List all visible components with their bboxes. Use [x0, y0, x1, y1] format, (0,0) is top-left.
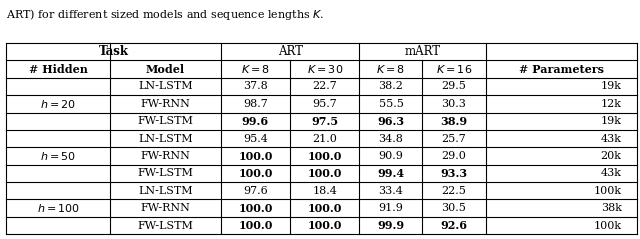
Text: 38k: 38k: [601, 203, 621, 213]
Text: 100.0: 100.0: [238, 151, 273, 162]
Text: FW-RNN: FW-RNN: [141, 99, 191, 109]
Text: ART) for different sized models and sequence lengths $K$.: ART) for different sized models and sequ…: [6, 7, 324, 22]
Text: 25.7: 25.7: [442, 134, 467, 144]
Text: 19k: 19k: [601, 116, 621, 126]
Text: 12k: 12k: [601, 99, 621, 109]
Text: 95.4: 95.4: [243, 134, 268, 144]
Text: $h = 20$: $h = 20$: [40, 98, 76, 110]
Text: 29.5: 29.5: [442, 81, 467, 92]
Text: 100.0: 100.0: [238, 220, 273, 231]
Text: 18.4: 18.4: [312, 186, 337, 196]
Text: 100.0: 100.0: [308, 203, 342, 214]
Text: FW-LSTM: FW-LSTM: [138, 168, 193, 178]
Text: Model: Model: [146, 64, 185, 75]
Text: 55.5: 55.5: [378, 99, 403, 109]
Text: 90.9: 90.9: [378, 151, 403, 161]
Text: mART: mART: [404, 45, 440, 58]
Text: $h = 50$: $h = 50$: [40, 150, 76, 162]
Text: $h = 100$: $h = 100$: [37, 202, 80, 214]
Text: 22.5: 22.5: [442, 186, 467, 196]
Text: FW-LSTM: FW-LSTM: [138, 221, 193, 231]
Text: FW-LSTM: FW-LSTM: [138, 116, 193, 126]
Text: 100.0: 100.0: [238, 203, 273, 214]
Text: LN-LSTM: LN-LSTM: [138, 134, 193, 144]
Text: 21.0: 21.0: [312, 134, 337, 144]
Text: 97.6: 97.6: [243, 186, 268, 196]
Text: 38.9: 38.9: [440, 116, 468, 127]
Text: 97.5: 97.5: [311, 116, 339, 127]
Text: 100.0: 100.0: [308, 168, 342, 179]
Text: # Hidden: # Hidden: [29, 64, 88, 75]
Text: 93.3: 93.3: [440, 168, 468, 179]
Text: 33.4: 33.4: [378, 186, 403, 196]
Text: 38.2: 38.2: [378, 81, 403, 92]
Text: 100.0: 100.0: [238, 168, 273, 179]
Text: 43k: 43k: [601, 168, 621, 178]
Text: 34.8: 34.8: [378, 134, 403, 144]
Text: 20k: 20k: [601, 151, 621, 161]
Text: 29.0: 29.0: [442, 151, 467, 161]
Text: FW-RNN: FW-RNN: [141, 151, 191, 161]
Text: 92.6: 92.6: [440, 220, 467, 231]
Text: $K = 16$: $K = 16$: [436, 63, 472, 75]
Text: 99.4: 99.4: [378, 168, 404, 179]
Text: 100.0: 100.0: [308, 151, 342, 162]
Text: $K = 8$: $K = 8$: [376, 63, 406, 75]
Text: 91.9: 91.9: [378, 203, 403, 213]
Text: $K = 8$: $K = 8$: [241, 63, 270, 75]
Text: 100k: 100k: [593, 221, 621, 231]
Text: 22.7: 22.7: [312, 81, 337, 92]
Text: 19k: 19k: [601, 81, 621, 92]
Text: 99.9: 99.9: [378, 220, 404, 231]
Text: 96.3: 96.3: [378, 116, 404, 127]
Text: FW-RNN: FW-RNN: [141, 203, 191, 213]
Text: 98.7: 98.7: [243, 99, 268, 109]
Text: 99.6: 99.6: [242, 116, 269, 127]
Text: # Parameters: # Parameters: [518, 64, 604, 75]
Text: ART: ART: [278, 45, 303, 58]
Text: 30.3: 30.3: [442, 99, 467, 109]
Text: 100.0: 100.0: [308, 220, 342, 231]
Text: 37.8: 37.8: [243, 81, 268, 92]
Text: 30.5: 30.5: [442, 203, 467, 213]
Text: 43k: 43k: [601, 134, 621, 144]
Text: LN-LSTM: LN-LSTM: [138, 81, 193, 92]
Text: 100k: 100k: [593, 186, 621, 196]
Text: $K = 30$: $K = 30$: [307, 63, 343, 75]
Text: LN-LSTM: LN-LSTM: [138, 186, 193, 196]
Text: 95.7: 95.7: [312, 99, 337, 109]
Text: Task: Task: [99, 45, 129, 58]
